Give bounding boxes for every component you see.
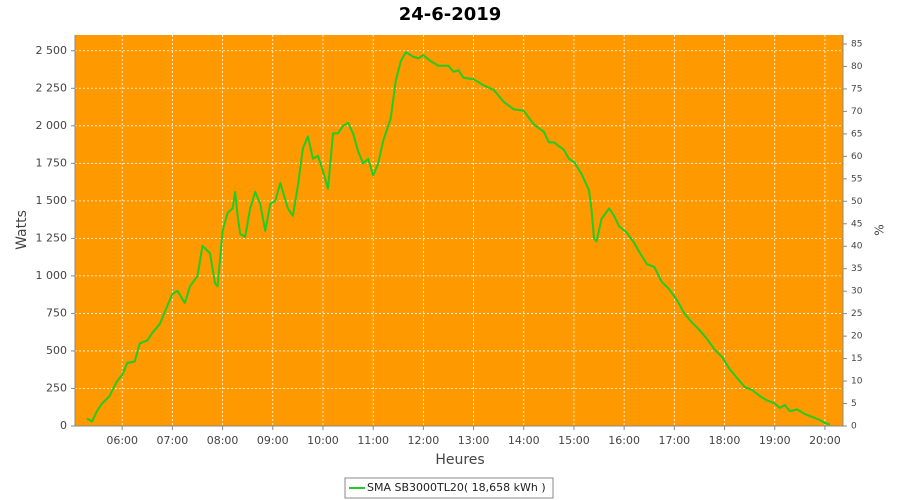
y2-tick-label: 65 — [851, 129, 862, 139]
y2-tick-label: 75 — [851, 84, 862, 94]
y-tick-label: 0 — [60, 419, 67, 432]
y-tick-label: 750 — [46, 306, 67, 319]
x-tick-label: 19:00 — [759, 434, 791, 447]
y-tick-label: 1 750 — [36, 156, 68, 169]
y-tick-label: 500 — [46, 344, 67, 357]
x-tick-label: 06:00 — [106, 434, 138, 447]
y2-tick-label: 55 — [851, 174, 862, 184]
x-tick-label: 20:00 — [809, 434, 841, 447]
y2-tick-label: 40 — [851, 242, 863, 252]
series-line — [86, 51, 831, 426]
x-tick-label: 08:00 — [207, 434, 239, 447]
plot-background — [75, 35, 843, 426]
x-axis-label: Heures — [435, 452, 484, 468]
y2-tick-label: 80 — [851, 62, 863, 72]
x-tick-label: 18:00 — [709, 434, 741, 447]
x-tick-label: 10:00 — [307, 434, 339, 447]
chart-title: 24-6-2019 — [399, 4, 502, 25]
y2-tick-label: 30 — [851, 287, 863, 297]
x-tick-label: 17:00 — [658, 434, 690, 447]
y2-tick-label: 60 — [851, 152, 863, 162]
y-tick-label: 1 000 — [36, 269, 68, 282]
y-tick-label: 2 000 — [36, 119, 68, 132]
y-tick-label: 1 250 — [36, 231, 68, 244]
x-tick-label: 13:00 — [458, 434, 490, 447]
y2-tick-label: 20 — [851, 332, 863, 342]
y2-tick-label: 70 — [851, 107, 863, 117]
legend-label: SMA SB3000TL20( 18,658 kWh ) — [367, 481, 546, 494]
x-tick-label: 09:00 — [257, 434, 289, 447]
y2-tick-label: 35 — [851, 264, 862, 274]
y-tick-label: 250 — [46, 381, 67, 394]
y2-tick-label: 10 — [851, 377, 863, 387]
x-tick-label: 16:00 — [608, 434, 640, 447]
y-axis-label: Watts — [14, 210, 30, 250]
y2-tick-label: 5 — [851, 399, 857, 409]
x-tick-label: 15:00 — [558, 434, 590, 447]
x-tick-label: 14:00 — [508, 434, 540, 447]
y2-tick-label: 45 — [851, 219, 862, 229]
y-tick-label: 2 500 — [36, 44, 68, 57]
y2-tick-label: 25 — [851, 309, 862, 319]
y-tick-label: 1 500 — [36, 194, 68, 207]
y-tick-label: 2 250 — [36, 81, 68, 94]
y2-tick-label: 50 — [851, 197, 863, 207]
y2-tick-label: 15 — [851, 354, 862, 364]
x-tick-label: 12:00 — [408, 434, 440, 447]
x-tick-label: 11:00 — [357, 434, 389, 447]
y2-tick-label: 85 — [851, 39, 862, 49]
y2-axis-label: % — [873, 224, 887, 235]
legend-box — [344, 477, 554, 499]
y2-tick-label: 0 — [851, 422, 857, 432]
x-tick-label: 07:00 — [157, 434, 189, 447]
